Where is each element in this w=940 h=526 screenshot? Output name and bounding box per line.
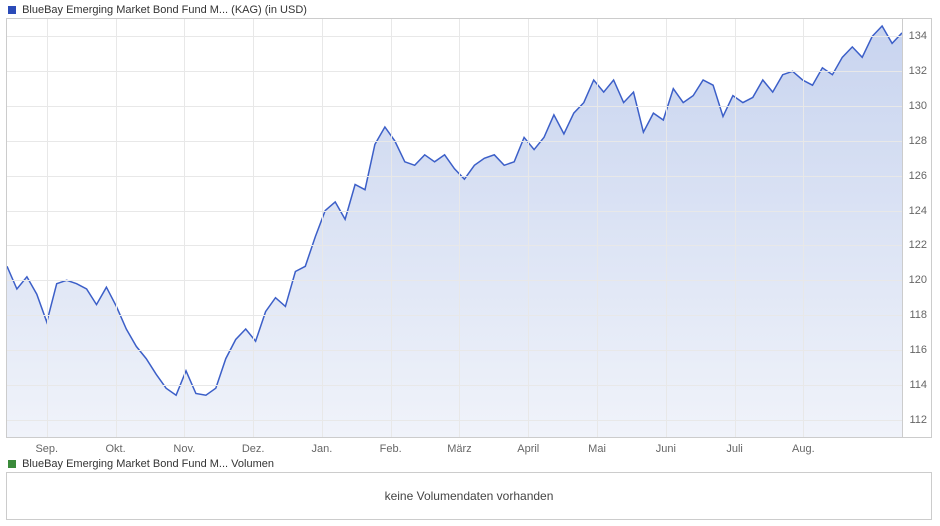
price-chart-header: BlueBay Emerging Market Bond Fund M... (…: [8, 4, 307, 16]
x-axis-label: Jan.: [312, 443, 333, 455]
x-axis-label: Aug.: [792, 443, 815, 455]
x-axis-label: Juni: [656, 443, 676, 455]
volume-chart-header: BlueBay Emerging Market Bond Fund M... V…: [8, 458, 274, 470]
y-gridline: [7, 106, 902, 107]
y-axis-separator: [902, 19, 903, 437]
x-gridline: [253, 19, 254, 437]
y-gridline: [7, 245, 902, 246]
y-axis-label: 120: [909, 274, 927, 286]
x-axis-label: Nov.: [173, 443, 195, 455]
volume-chart-title: BlueBay Emerging Market Bond Fund M... V…: [22, 458, 274, 470]
x-gridline: [459, 19, 460, 437]
y-gridline: [7, 350, 902, 351]
x-axis-label: Mai: [588, 443, 606, 455]
y-axis-label: 112: [909, 414, 927, 426]
y-gridline: [7, 71, 902, 72]
y-axis-label: 134: [909, 30, 927, 42]
x-gridline: [735, 19, 736, 437]
y-axis-label: 132: [909, 65, 927, 77]
x-axis-label: Sep.: [35, 443, 58, 455]
volume-legend-box: [8, 460, 16, 468]
price-legend-box: [8, 6, 16, 14]
x-gridline: [184, 19, 185, 437]
y-axis-label: 126: [909, 170, 927, 182]
x-gridline: [322, 19, 323, 437]
x-gridline: [47, 19, 48, 437]
x-axis-label: Okt.: [105, 443, 125, 455]
y-axis-label: 130: [909, 100, 927, 112]
x-gridline: [666, 19, 667, 437]
y-gridline: [7, 385, 902, 386]
x-axis-label: Dez.: [242, 443, 265, 455]
y-axis-label: 116: [909, 344, 927, 356]
y-axis-label: 118: [909, 309, 927, 321]
x-axis-label: April: [517, 443, 539, 455]
price-chart-title: BlueBay Emerging Market Bond Fund M... (…: [22, 4, 307, 16]
y-gridline: [7, 315, 902, 316]
price-area-fill: [7, 26, 902, 437]
y-axis-label: 122: [909, 239, 927, 251]
x-gridline: [803, 19, 804, 437]
y-axis-label: 124: [909, 205, 927, 217]
x-axis-label: Juli: [726, 443, 743, 455]
y-gridline: [7, 420, 902, 421]
y-axis-label: 114: [909, 379, 927, 391]
x-gridline: [528, 19, 529, 437]
y-gridline: [7, 176, 902, 177]
chart-container: BlueBay Emerging Market Bond Fund M... (…: [0, 0, 940, 526]
x-gridline: [116, 19, 117, 437]
y-axis-label: 128: [909, 135, 927, 147]
y-gridline: [7, 141, 902, 142]
volume-chart-area: keine Volumendaten vorhanden: [6, 472, 932, 520]
y-gridline: [7, 280, 902, 281]
x-gridline: [597, 19, 598, 437]
price-line-svg: [7, 19, 902, 437]
price-chart-area: 112114116118120122124126128130132134Sep.…: [6, 18, 932, 438]
x-axis-label: März: [447, 443, 471, 455]
volume-no-data-message: keine Volumendaten vorhanden: [385, 489, 554, 503]
x-gridline: [391, 19, 392, 437]
y-gridline: [7, 36, 902, 37]
y-gridline: [7, 211, 902, 212]
x-axis-label: Feb.: [380, 443, 402, 455]
